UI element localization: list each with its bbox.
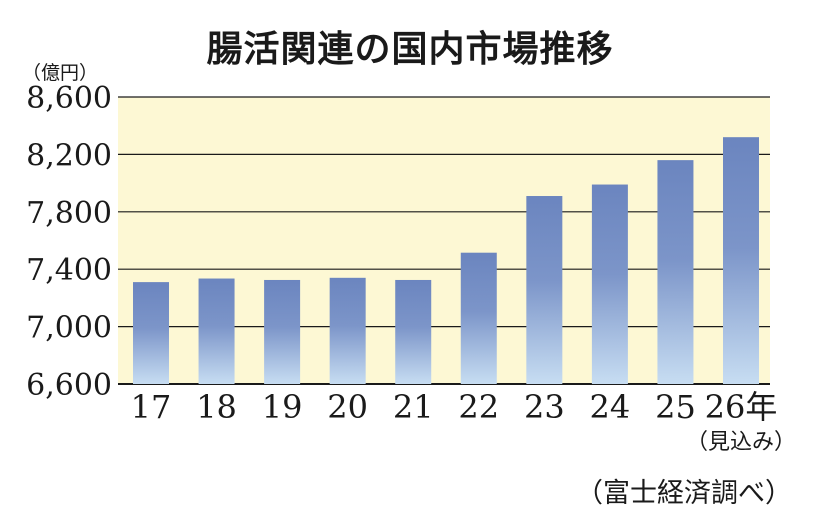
x-tick-label: 26年 xyxy=(705,388,778,426)
bar xyxy=(526,196,563,384)
x-tick-label: 21 xyxy=(393,388,434,426)
x-tick-label: 19 xyxy=(262,388,303,426)
bar xyxy=(723,137,759,384)
source-note: （富士経済調べ） xyxy=(576,478,792,509)
bar xyxy=(198,278,235,384)
y-axis-ticks: 6,600 7,000 7,400 7,800 8,200 8,600 xyxy=(26,81,112,403)
bar xyxy=(264,279,301,384)
x-tick-label: 22 xyxy=(458,388,499,426)
bar xyxy=(591,184,628,384)
y-tick-label: 7,000 xyxy=(26,311,112,346)
x-tick-label: 18 xyxy=(196,388,237,426)
bar xyxy=(395,279,432,384)
bars xyxy=(133,137,759,384)
bar xyxy=(460,252,497,384)
y-tick-label: 8,200 xyxy=(26,138,112,173)
bar xyxy=(657,160,694,384)
chart-title: 腸活関連の国内市場推移 xyxy=(206,29,614,70)
y-tick-label: 6,600 xyxy=(26,368,112,403)
x-tick-label: 24 xyxy=(590,388,631,426)
bar xyxy=(133,282,169,384)
x-tick-label: 25 xyxy=(655,388,696,426)
x-tick-label: 17 xyxy=(131,388,172,426)
y-axis-unit-label: （億円） xyxy=(22,62,99,84)
y-tick-label: 8,600 xyxy=(26,81,112,116)
x-tick-label: 23 xyxy=(524,388,565,426)
x-axis-ticks: 17 18 19 20 21 22 23 24 25 26年 xyxy=(131,388,778,426)
x-tick-note: （見込み） xyxy=(686,430,796,455)
x-tick-label: 20 xyxy=(327,388,368,426)
bar xyxy=(329,277,366,384)
y-tick-label: 7,800 xyxy=(26,196,112,231)
y-tick-label: 7,400 xyxy=(26,253,112,288)
